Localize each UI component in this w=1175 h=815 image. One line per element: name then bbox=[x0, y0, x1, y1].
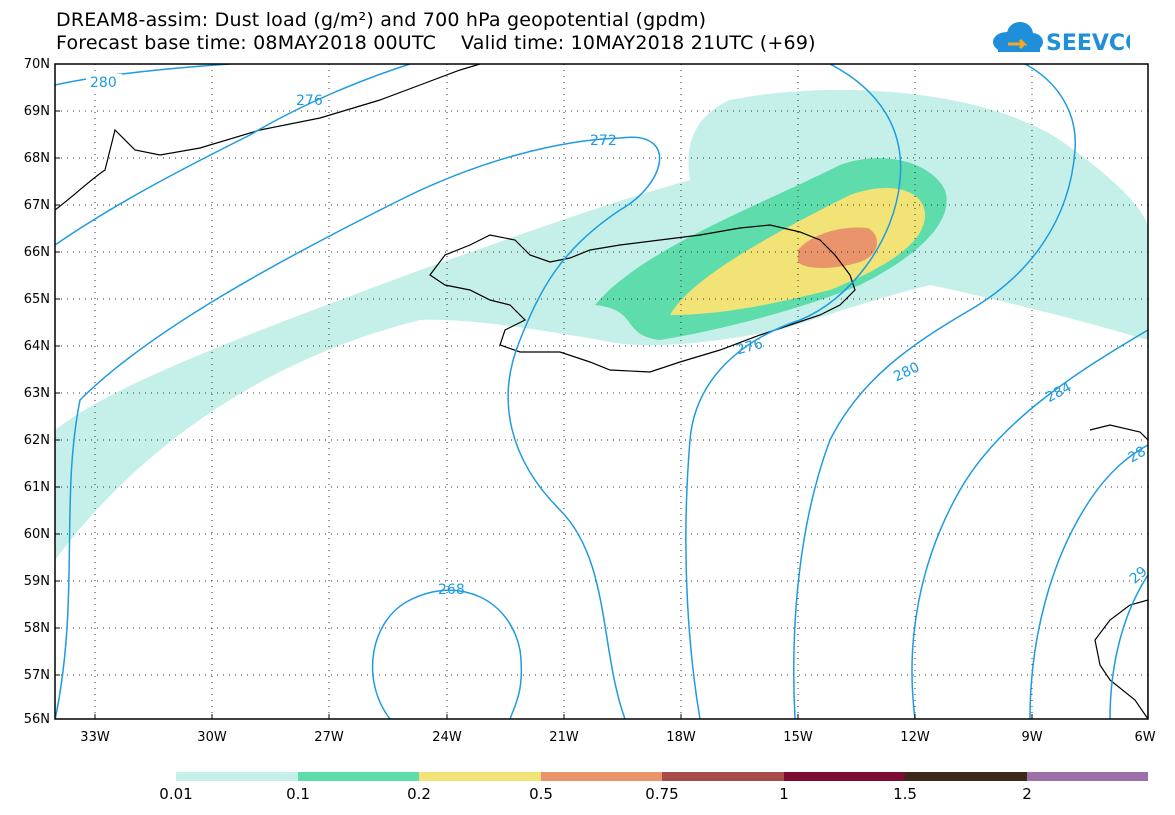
colorbar-segment bbox=[905, 772, 1027, 781]
lon-label: 30W bbox=[197, 730, 227, 745]
lat-label: 61N bbox=[23, 480, 50, 495]
colorbar-label: 0.01 bbox=[159, 785, 193, 803]
iceland-coast bbox=[429, 224, 856, 373]
lon-label: 33W bbox=[80, 730, 110, 745]
contour-label: 276 bbox=[296, 93, 323, 109]
map-subtitle: Forecast base time: 08MAY2018 00UTC Vali… bbox=[56, 32, 816, 54]
colorbar-label: 0.2 bbox=[407, 785, 431, 803]
contour-label: 276 bbox=[735, 336, 765, 358]
colorbar-label: 2 bbox=[1022, 785, 1032, 803]
dust-band-0.5 bbox=[798, 227, 878, 268]
coastline bbox=[55, 64, 1148, 719]
lon-label: 24W bbox=[432, 730, 462, 745]
colorbar-label: 1.5 bbox=[893, 785, 917, 803]
scotland-coast bbox=[1094, 599, 1148, 719]
axis-ticks bbox=[55, 63, 1149, 720]
geopotential-contours bbox=[55, 64, 1148, 719]
faroe-shetland-coast bbox=[1089, 424, 1148, 441]
lat-label: 67N bbox=[23, 198, 50, 213]
contour-label: 284 bbox=[1043, 379, 1074, 406]
lat-label: 63N bbox=[23, 386, 50, 401]
lat-label: 59N bbox=[23, 574, 50, 589]
map-frame bbox=[54, 63, 1149, 720]
contour-label: 28 bbox=[1125, 444, 1148, 467]
lat-label: 66N bbox=[23, 245, 50, 260]
contour-284 bbox=[911, 329, 1148, 719]
lat-label: 69N bbox=[23, 104, 50, 119]
lat-label: 56N bbox=[23, 712, 50, 727]
contour-label: 29 bbox=[1127, 564, 1151, 588]
colorbar-segment bbox=[541, 772, 662, 781]
colorbar-label: 0.5 bbox=[529, 785, 553, 803]
lat-label: 62N bbox=[23, 433, 50, 448]
lon-label: 15W bbox=[783, 730, 813, 745]
dust-band-0.01 bbox=[55, 89, 1148, 560]
contour-label: 280 bbox=[90, 75, 117, 91]
colorbar-segment bbox=[784, 772, 905, 781]
colorbar-segment bbox=[176, 772, 298, 781]
colorbar-segment bbox=[1027, 772, 1148, 781]
lat-label: 58N bbox=[23, 621, 50, 636]
lat-label: 68N bbox=[23, 151, 50, 166]
contour-label: 280 bbox=[891, 359, 922, 385]
dust-band-0.2 bbox=[670, 187, 925, 315]
logo-text: SEEVCCC bbox=[1046, 31, 1130, 56]
contour-280-east bbox=[793, 64, 1076, 719]
colorbar-segment bbox=[298, 772, 419, 781]
colorbar-label: 0.75 bbox=[645, 785, 679, 803]
contour-268 bbox=[371, 589, 523, 719]
greenland-coast bbox=[55, 64, 481, 211]
lat-label: 65N bbox=[23, 292, 50, 307]
colorbar-label: 1 bbox=[779, 785, 789, 803]
lat-label: 70N bbox=[23, 57, 50, 72]
colorbar-segment bbox=[419, 772, 541, 781]
contour-label: 268 bbox=[438, 582, 465, 598]
lon-label: 21W bbox=[549, 730, 579, 745]
graticule bbox=[55, 64, 1148, 719]
contour-label: 272 bbox=[590, 133, 617, 149]
lon-label: 6W bbox=[1134, 730, 1156, 745]
map-title: DREAM8-assim: Dust load (g/m²) and 700 h… bbox=[56, 9, 707, 31]
lon-label: 9W bbox=[1021, 730, 1043, 745]
lon-label: 12W bbox=[900, 730, 930, 745]
lat-label: 60N bbox=[23, 527, 50, 542]
colorbar-segment bbox=[662, 772, 784, 781]
lon-label: 27W bbox=[314, 730, 344, 745]
lat-label: 57N bbox=[23, 668, 50, 683]
dust-load-shading bbox=[55, 89, 1148, 560]
contour-276-north bbox=[55, 64, 411, 246]
contour-276-east bbox=[685, 64, 902, 719]
contour-288 bbox=[1029, 444, 1148, 719]
seevccc-logo: SEEVCCC bbox=[993, 22, 1130, 56]
contour-29x bbox=[1109, 574, 1148, 719]
cloud-icon bbox=[993, 22, 1043, 52]
lon-label: 18W bbox=[666, 730, 696, 745]
lat-label: 64N bbox=[23, 339, 50, 354]
colorbar-label: 0.1 bbox=[286, 785, 310, 803]
contour-280-nw bbox=[55, 64, 231, 86]
contour-272 bbox=[55, 136, 661, 719]
